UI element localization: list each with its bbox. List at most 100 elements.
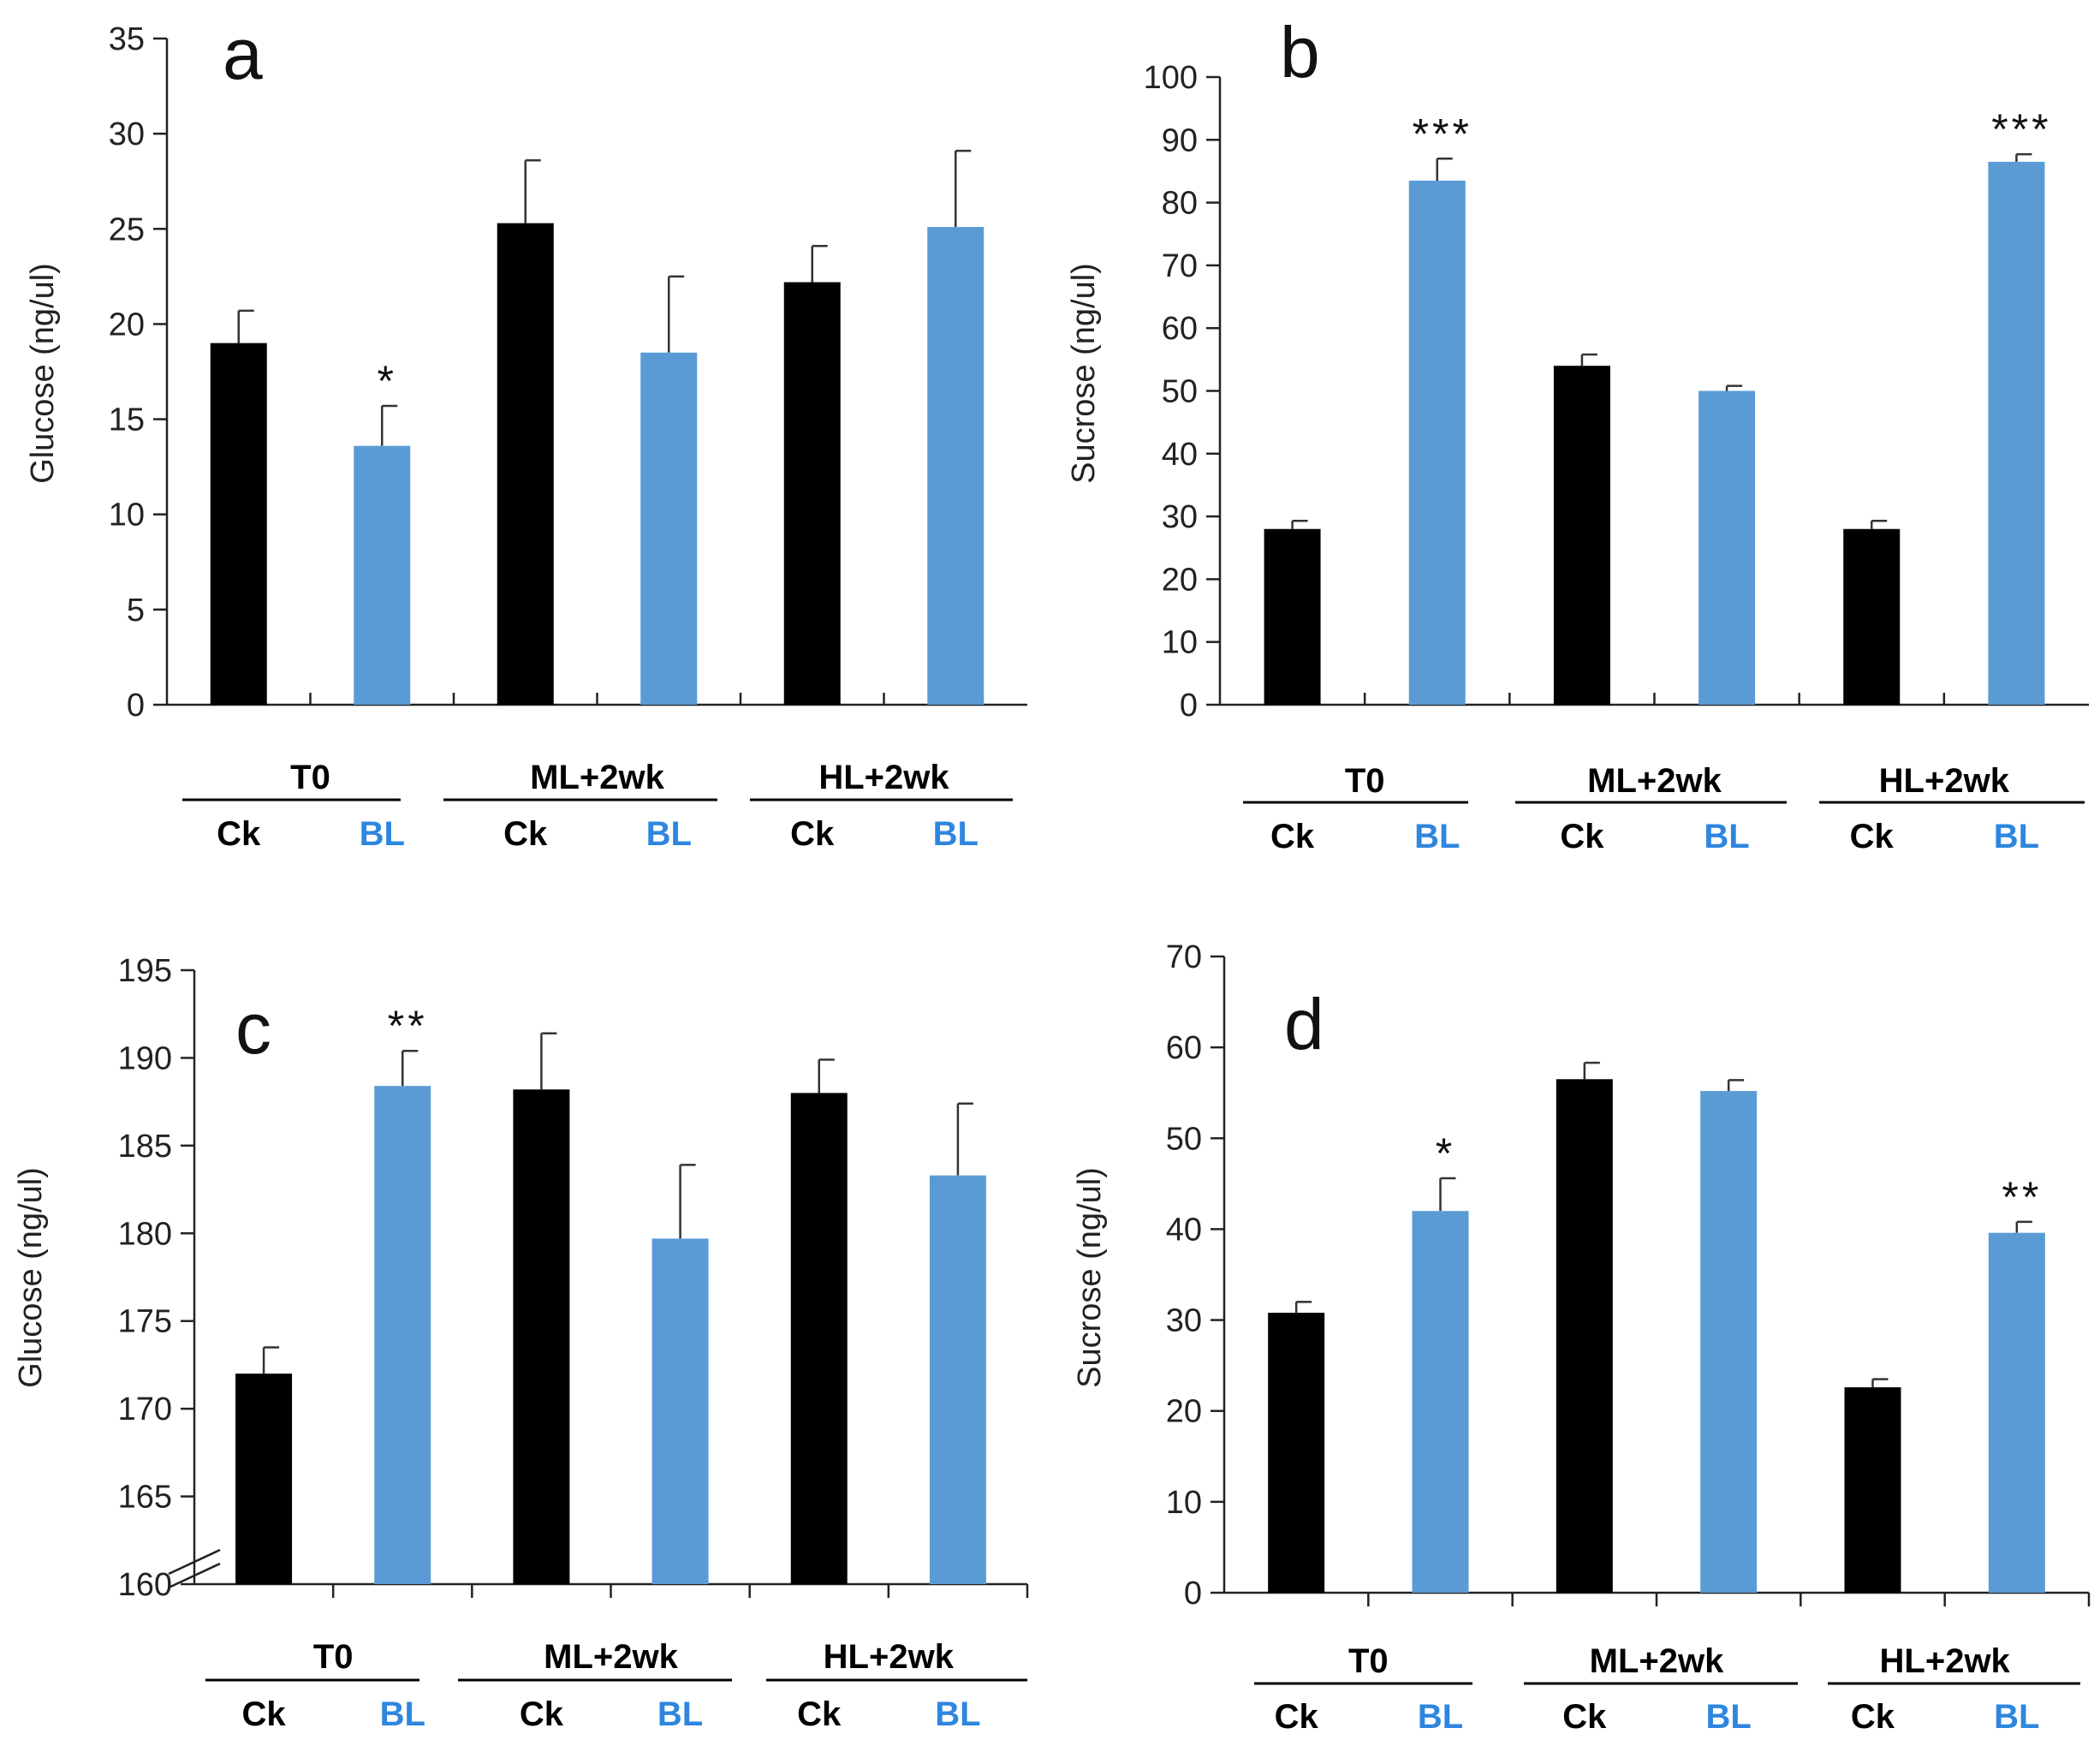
group-label: T0	[313, 1638, 354, 1676]
axis-break-mark	[168, 1548, 221, 1576]
y-tick-label: 20	[109, 307, 145, 343]
category-label: Ck	[1562, 1698, 1607, 1736]
y-axis-title: Sucrose (ng/ul)	[1072, 1167, 1108, 1388]
category-label: Ck	[790, 815, 835, 853]
category-label: Ck	[217, 815, 261, 853]
y-axis-title: Glucose (ng/ul)	[13, 1167, 49, 1388]
significance-label: **	[388, 1002, 428, 1050]
group-label: T0	[1348, 1642, 1389, 1680]
category-label: Ck	[503, 815, 548, 853]
bar-bl-t0	[354, 445, 411, 705]
category-label: BL	[657, 1695, 703, 1733]
group-label: ML+2wk	[544, 1638, 678, 1676]
category-label: BL	[380, 1695, 425, 1733]
y-tick-label: 165	[118, 1480, 172, 1516]
significance-label: ***	[1413, 110, 1472, 158]
y-tick-label: 25	[109, 212, 145, 247]
y-tick-label: 60	[1162, 311, 1198, 347]
chart-panel-c: 160 165 170 175 180 185 190 195 Glucose (ng/ul) c…	[13, 953, 1029, 1733]
y-tick-label: 20	[1162, 562, 1198, 598]
group-label: HL+2wk	[824, 1638, 955, 1676]
y-tick-label: 10	[109, 498, 145, 533]
bar-bl-hl2wk	[1988, 161, 2045, 705]
y-tick-label: 185	[118, 1129, 172, 1165]
y-tick-label: 0	[1180, 688, 1198, 724]
group-label: ML+2wk	[1587, 762, 1722, 800]
y-tick-label: 15	[109, 402, 145, 438]
category-label: Ck	[797, 1695, 842, 1733]
bar-bl-hl2wk	[929, 1175, 986, 1584]
bar-bl-t0	[374, 1086, 431, 1584]
bar-ck-ml2wk	[497, 223, 554, 705]
category-label: BL	[1994, 1698, 2039, 1736]
y-tick-label: 180	[118, 1216, 172, 1252]
category-label: BL	[1994, 818, 2039, 855]
bar-bl-t0	[1408, 180, 1466, 705]
y-tick-label: 0	[1184, 1576, 1202, 1612]
y-tick-label: 10	[1162, 625, 1198, 661]
panel-letter: b	[1280, 12, 1320, 92]
bar-ck-hl2wk	[1844, 1387, 1901, 1593]
category-label: BL	[360, 815, 405, 853]
bar-ck-hl2wk	[790, 1093, 848, 1584]
panel-letter: d	[1284, 984, 1324, 1064]
y-tick-label: 190	[118, 1040, 172, 1076]
category-label: BL	[1704, 818, 1749, 855]
bar-bl-ml2wk	[651, 1238, 709, 1584]
bar-ck-ml2wk	[1556, 1079, 1613, 1593]
bar-ck-hl2wk	[1843, 528, 1901, 705]
significance-label: *	[378, 357, 397, 405]
group-label: T0	[290, 759, 330, 796]
bar-ck-t0	[1268, 1313, 1325, 1593]
y-tick-label: 50	[1162, 374, 1198, 410]
bar-ck-t0	[1264, 528, 1321, 705]
bar-bl-hl2wk	[927, 227, 985, 705]
y-tick-label: 40	[1162, 437, 1198, 473]
bar-bl-hl2wk	[1988, 1232, 2045, 1593]
y-tick-label: 90	[1162, 122, 1198, 158]
bar-ck-ml2wk	[513, 1089, 570, 1584]
chart-panel-a: 0 5 10 15 20 25 30 35 Glucose (ng/ul) a * T0 Ck BL ML+…	[25, 14, 1027, 853]
significance-label: *	[1436, 1129, 1455, 1177]
bar-bl-ml2wk	[1700, 1091, 1758, 1593]
category-label: Ck	[1270, 818, 1315, 855]
category-label: BL	[933, 815, 979, 853]
group-label: ML+2wk	[1590, 1642, 1724, 1680]
y-tick-label: 175	[118, 1304, 172, 1340]
bar-ck-t0	[210, 343, 267, 705]
y-tick-label: 5	[127, 593, 145, 629]
category-label: BL	[1418, 1698, 1463, 1736]
y-tick-label: 50	[1166, 1121, 1202, 1157]
y-tick-label: 195	[118, 953, 172, 989]
group-label: HL+2wk	[1879, 762, 2010, 800]
axis-break-mark	[168, 1562, 221, 1589]
category-label: Ck	[1851, 1698, 1895, 1736]
y-tick-label: 20	[1166, 1394, 1202, 1430]
bar-bl-ml2wk	[1698, 390, 1756, 705]
category-label: Ck	[242, 1695, 287, 1733]
y-tick-label: 160	[118, 1567, 172, 1603]
y-tick-label: 30	[1162, 499, 1198, 535]
y-tick-label: 30	[109, 116, 145, 152]
y-tick-label: 80	[1162, 186, 1198, 222]
category-label: Ck	[1275, 1698, 1319, 1736]
y-axis-title: Glucose (ng/ul)	[25, 263, 61, 484]
y-tick-label: 30	[1166, 1303, 1202, 1339]
bar-ck-hl2wk	[783, 282, 841, 705]
category-label: BL	[1706, 1698, 1752, 1736]
group-label: HL+2wk	[818, 759, 949, 796]
group-label: T0	[1345, 762, 1385, 800]
group-label: ML+2wk	[530, 759, 664, 796]
bar-ck-ml2wk	[1553, 366, 1610, 705]
category-label: BL	[1414, 818, 1460, 855]
bar-ck-t0	[235, 1374, 293, 1584]
category-label: Ck	[520, 1695, 564, 1733]
y-tick-label: 40	[1166, 1212, 1202, 1248]
category-label: Ck	[1560, 818, 1604, 855]
y-tick-label: 70	[1162, 248, 1198, 284]
bar-bl-ml2wk	[640, 352, 698, 705]
y-tick-label: 170	[118, 1391, 172, 1427]
group-label: HL+2wk	[1880, 1642, 2011, 1680]
chart-panel-b: 0 10 20 30 40 50 60 70 80 90 100 Sucrose (ng/ul) b **…	[1066, 12, 2089, 855]
